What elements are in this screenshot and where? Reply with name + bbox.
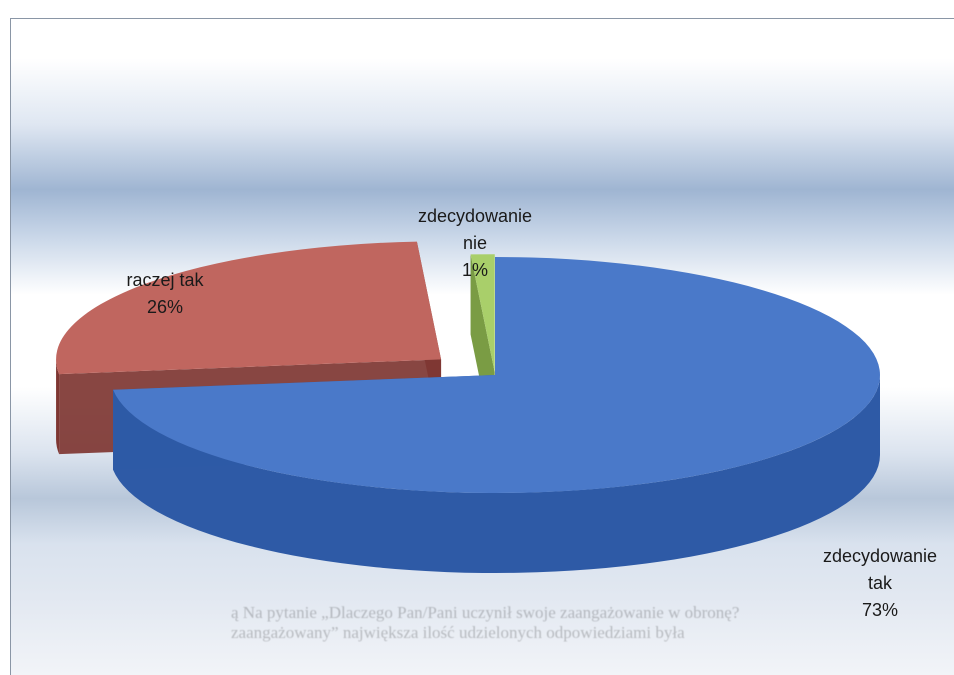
label-line-zdecydowanie-tak-0: zdecydowanie [823, 546, 937, 566]
slice-side-raczej-tak [56, 359, 59, 454]
label-line-raczej-tak-1: 26% [147, 297, 183, 317]
label-line-zdecydowanie-nie-1: nie [463, 233, 487, 253]
label-line-zdecydowanie-nie-2: 1% [462, 260, 488, 280]
label-line-zdecydowanie-tak-1: tak [868, 573, 893, 593]
label-line-raczej-tak-0: raczej tak [126, 270, 204, 290]
slice-top-raczej-tak [56, 242, 441, 375]
label-line-zdecydowanie-nie-0: zdecydowanie [418, 206, 532, 226]
pie-slices [56, 242, 880, 573]
label-zdecydowanie-tak: zdecydowanie tak 73% [823, 546, 937, 620]
label-line-zdecydowanie-tak-2: 73% [862, 600, 898, 620]
